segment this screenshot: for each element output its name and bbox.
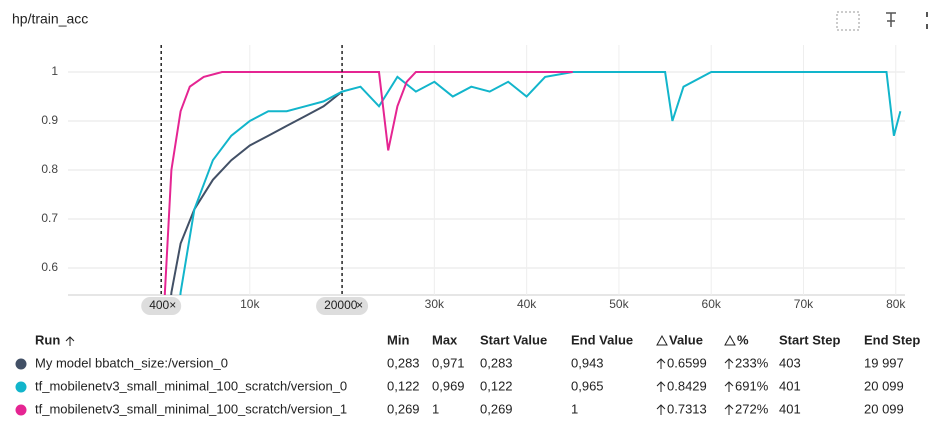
- column-header: Min: [387, 332, 409, 347]
- cell: 0,969: [432, 378, 465, 393]
- run-color: [15, 404, 27, 416]
- cell: 0,971: [432, 355, 465, 370]
- y-tick-label: 0.9: [41, 113, 58, 127]
- up-arrow: [656, 358, 666, 369]
- run-name: tf_mobilenetv3_small_minimal_100_scratch…: [35, 401, 347, 416]
- cell: 1: [571, 401, 578, 416]
- range-label: 400: [149, 298, 169, 312]
- cell: 0,965: [571, 378, 604, 393]
- cell: 233%: [735, 355, 769, 370]
- y-tick-label: 0.8: [41, 162, 58, 176]
- cell: 0.7313: [667, 401, 707, 416]
- range-chip: [316, 297, 369, 315]
- column-header: Value: [669, 332, 703, 347]
- cell: 0,122: [387, 378, 420, 393]
- series-line: [170, 90, 343, 295]
- up-arrow: [724, 404, 734, 415]
- range-close: ×: [356, 298, 363, 312]
- range-label: 20000: [324, 298, 358, 312]
- cell: 0,283: [387, 355, 420, 370]
- x-tick-label: 70k: [794, 297, 814, 311]
- column-header: Start Value: [480, 332, 547, 347]
- series-line: [163, 71, 573, 295]
- run-color: [15, 381, 27, 393]
- cell: 0,943: [571, 355, 604, 370]
- cell: 401: [779, 378, 801, 393]
- cell: 19 997: [864, 355, 904, 370]
- toolbar[interactable]: [836, 11, 928, 31]
- cell: 0,269: [480, 401, 513, 416]
- pin-icon[interactable]: [886, 12, 896, 27]
- run-name: tf_mobilenetv3_small_minimal_100_scratch…: [35, 378, 347, 393]
- up-arrow: [656, 381, 666, 392]
- cell: 0,283: [480, 355, 513, 370]
- cell: 0,122: [480, 378, 513, 393]
- cell: 20 099: [864, 378, 904, 393]
- column-header: End Value: [571, 332, 633, 347]
- cell: 20 099: [864, 401, 904, 416]
- column-header: %: [737, 332, 749, 347]
- x-tick-label: 80k: [886, 297, 906, 311]
- column-header: Max: [432, 332, 458, 347]
- y-tick-label: 0.6: [41, 260, 58, 274]
- cell: 0.6599: [667, 355, 707, 370]
- series-line: [179, 71, 902, 295]
- delta-icon: [724, 334, 736, 346]
- column-header: Run: [35, 332, 60, 347]
- run-name: My model bbatch_size:/version_0: [35, 355, 228, 370]
- up-arrow: [724, 358, 734, 369]
- range-close: ×: [169, 298, 176, 312]
- cell: 0.8429: [667, 378, 707, 393]
- up-arrow: [724, 381, 734, 392]
- column-header: End Step: [864, 332, 920, 347]
- x-tick-label: 30k: [425, 297, 445, 311]
- cell: 401: [779, 401, 801, 416]
- run-color: [15, 358, 27, 370]
- sort-arrow: [65, 336, 75, 346]
- x-tick-label: 40k: [517, 297, 537, 311]
- x-tick-label: 50k: [609, 297, 629, 311]
- x-tick-label: 60k: [702, 297, 722, 311]
- fit-icon[interactable]: [836, 11, 860, 31]
- cell: 272%: [735, 401, 769, 416]
- y-tick-label: 1: [51, 64, 58, 78]
- x-tick-label: 10k: [240, 297, 260, 311]
- delta-icon: [656, 334, 668, 346]
- range-chip: [141, 297, 182, 315]
- column-header: Start Step: [779, 332, 840, 347]
- cell: 0,269: [387, 401, 420, 416]
- cell: 691%: [735, 378, 769, 393]
- cell: 1: [432, 401, 439, 416]
- cell: 403: [779, 355, 801, 370]
- up-arrow: [656, 404, 666, 415]
- y-tick-label: 0.7: [41, 211, 58, 225]
- chart-title: hp/train_acc: [12, 11, 88, 27]
